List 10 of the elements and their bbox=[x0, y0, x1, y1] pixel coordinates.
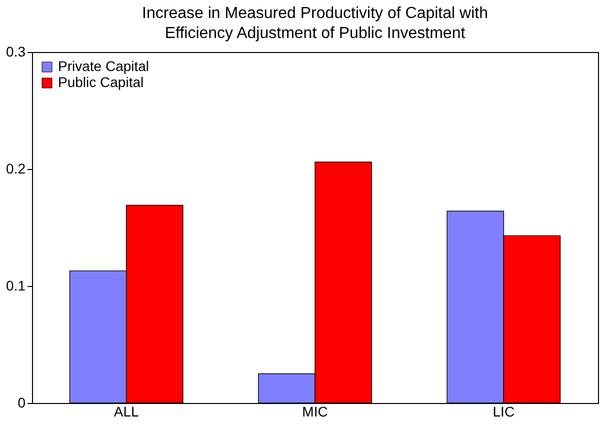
chart-title: Increase in Measured Productivity of Capital with Efficiency Adjustment of Public Investment bbox=[142, 5, 488, 42]
legend-label: Private Capital bbox=[58, 58, 150, 74]
y-tick-label: 0 bbox=[18, 394, 26, 410]
y-tick-label: 0.2 bbox=[6, 160, 26, 176]
legend-label: Public Capital bbox=[58, 74, 144, 90]
y-tick-label: 0.3 bbox=[6, 44, 26, 60]
x-tick-label: ALL bbox=[114, 404, 139, 420]
x-tick-label: LIC bbox=[492, 404, 515, 420]
x-tick-label: MIC bbox=[302, 404, 328, 420]
y-tick-label: 0.1 bbox=[6, 278, 26, 294]
